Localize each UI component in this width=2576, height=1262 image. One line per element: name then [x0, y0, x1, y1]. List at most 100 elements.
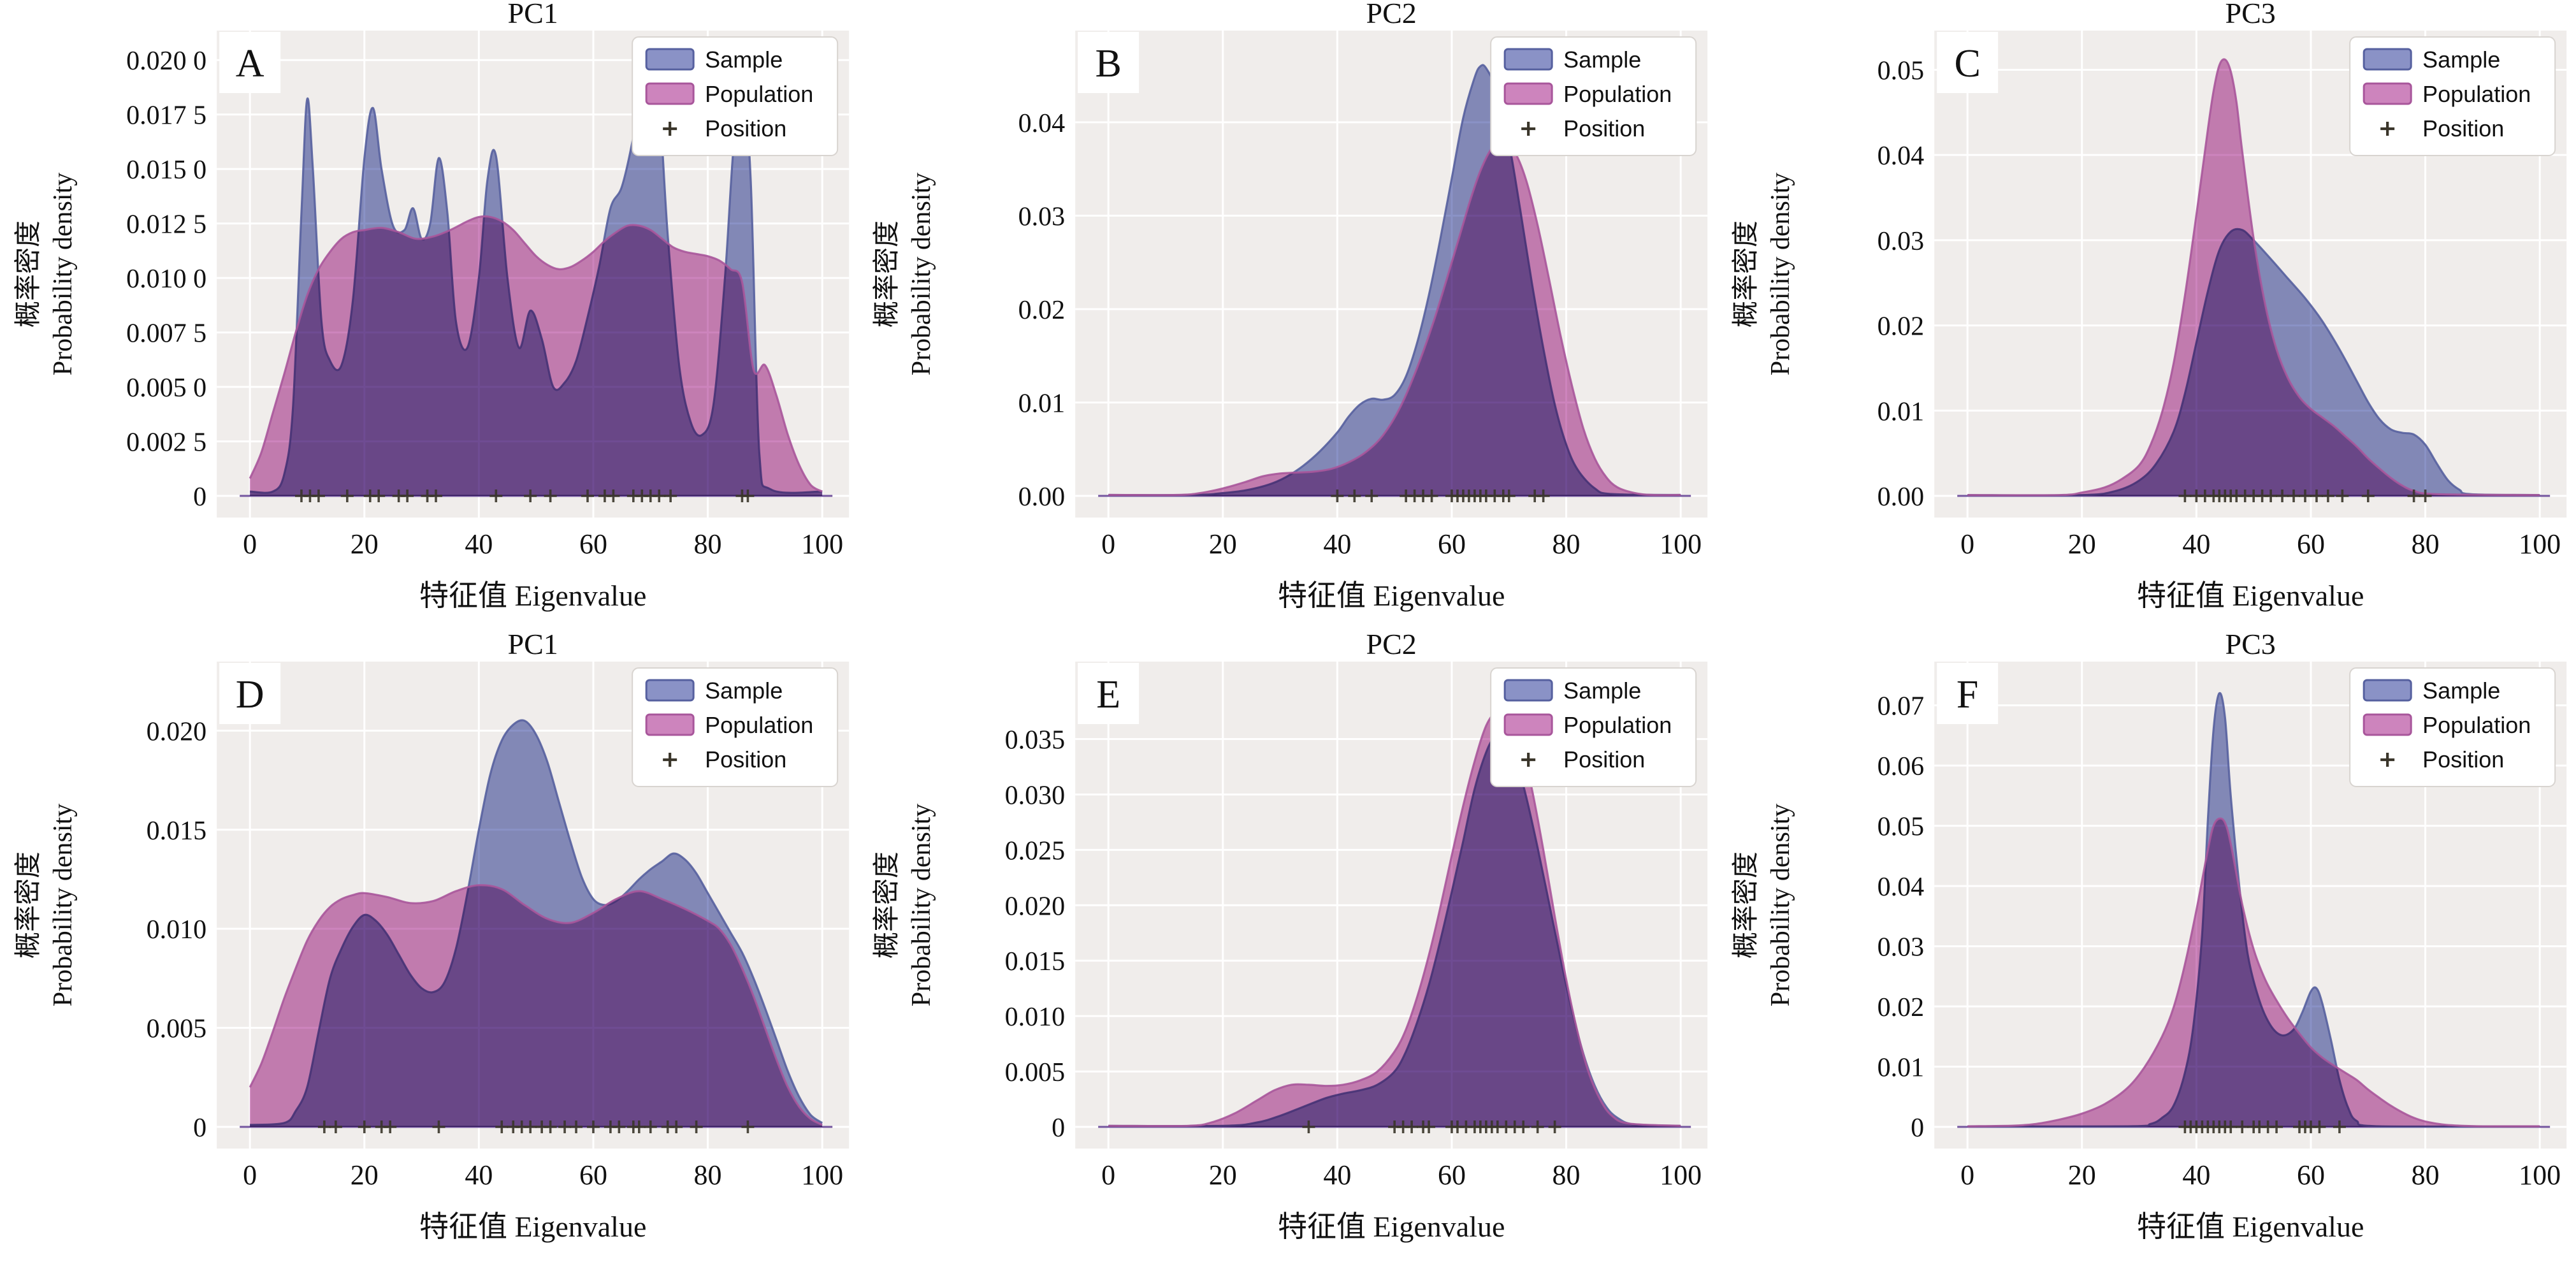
axis-tick-label-x: 100	[1660, 528, 1702, 560]
legend-label-population: Population	[705, 712, 813, 738]
rug-mark	[2275, 490, 2289, 502]
kde-line-population	[1967, 817, 2540, 1128]
axis-tick-label-x: 80	[2411, 528, 2439, 560]
rug-mark	[612, 1121, 626, 1133]
kde-line-population	[249, 215, 823, 493]
rug-mark	[524, 490, 537, 502]
x-axis-label: 特征值 Eigenvalue	[2137, 579, 2364, 612]
rug-mark	[317, 1121, 331, 1133]
panel-letter-box	[1936, 663, 1998, 724]
y-axis-label-en: Probability density	[48, 804, 78, 1007]
plus-icon	[663, 753, 677, 767]
axis-tick-label-y: 0	[193, 1113, 206, 1143]
rug-mark	[2313, 1121, 2326, 1133]
axis-tick-label-y: 0.04	[1018, 109, 1066, 138]
rug-mark	[2310, 490, 2323, 502]
axis-tick-label-x: 0	[1101, 1159, 1115, 1191]
axis-tick-label-x: 60	[579, 1159, 607, 1191]
y-axis-label-en: Probability density	[1766, 173, 1795, 376]
rug-mark	[653, 490, 666, 502]
legend-swatch-population	[1503, 82, 1553, 105]
legend-label-sample: Sample	[2422, 47, 2500, 73]
panel-title: PC3	[2225, 0, 2275, 29]
legend-label-sample: Sample	[705, 47, 783, 73]
legend-swatch-sample	[1503, 48, 1553, 71]
axis-tick-label-y: 0.035	[1005, 726, 1066, 755]
rug-mark	[1548, 1121, 1561, 1133]
axis-tick-label-y: 0.07	[1877, 692, 1924, 722]
rug-mark	[2287, 490, 2300, 502]
axis-tick-label-y: 0.005 0	[126, 374, 206, 403]
axis-tick-label-x: 0	[1960, 528, 1974, 560]
rug-mark	[664, 490, 677, 502]
y-axis-label-cn: 概率密度	[13, 852, 43, 959]
panel-letter-box	[1078, 663, 1140, 724]
axis-tick-label-x: 60	[2297, 1159, 2325, 1191]
panel-letter: B	[1096, 42, 1122, 85]
axis-tick-label-y: 0.06	[1877, 752, 1924, 781]
kde-area-population	[250, 216, 823, 496]
legend-label-position: Position	[1563, 115, 1645, 141]
axis-tick-label-x: 20	[1209, 1159, 1237, 1191]
axis-tick-label-y: 0.02	[1018, 296, 1066, 325]
rug-mark	[2264, 490, 2277, 502]
axis-tick-label-x: 20	[2067, 528, 2095, 560]
axis-tick-label-y: 0.05	[1877, 813, 1924, 842]
rug-mark	[558, 1121, 572, 1133]
axis-tick-label-x: 0	[243, 528, 257, 560]
rug-mark	[670, 1121, 683, 1133]
rug-mark	[1348, 490, 1361, 502]
kde-area-population	[1108, 142, 1681, 496]
y-axis-label-en: Probability density	[48, 173, 78, 376]
panel-c-chart: C PC3 0.05 0.04 0.03 0.02 0.01 0.00 0 20 40 60 80 100…	[1731, 0, 2566, 612]
x-axis-label: 特征值 Eigenvalue	[1278, 579, 1505, 612]
panel-letter: A	[236, 42, 264, 85]
rug-mark	[1537, 490, 1550, 502]
legend-label-position: Position	[1563, 746, 1645, 772]
legend-swatch-sample	[2363, 679, 2412, 702]
x-axis-label: 特征值 Eigenvalue	[419, 1210, 646, 1243]
axis-tick-label-x: 20	[351, 1159, 379, 1191]
axis-tick-label-y: 0.01	[1877, 397, 1924, 426]
axis-tick-label-y: 0	[1911, 1113, 1924, 1143]
axis-tick-label-y: 0.05	[1877, 56, 1924, 85]
axis-tick-label-y: 0.005	[1005, 1058, 1066, 1087]
rug-mark	[495, 1121, 509, 1133]
axis-tick-label-y: 0	[193, 482, 206, 512]
panel-a-chart: A PC1 0.020 0 0.017 5 0.015 0 0.012 5 0.010 0 0…	[13, 0, 850, 612]
plus-icon	[1521, 122, 1536, 136]
axis-tick-label-x: 80	[694, 1159, 722, 1191]
rug-mark	[312, 490, 325, 502]
axis-tick-label-y: 0.020 0	[126, 47, 206, 76]
rug-mark	[690, 1121, 703, 1133]
axis-tick-label-y: 0.020	[147, 717, 207, 746]
axis-tick-label-x: 20	[1209, 528, 1237, 560]
panel-f-chart: F PC3 0.07 0.06 0.05 0.04 0.03 0.02 0.01 0 0 20 40 60…	[1731, 631, 2566, 1243]
axis-tick-label-x: 40	[2182, 528, 2210, 560]
panel-title: PC2	[1366, 631, 1417, 660]
panel-letter-box	[219, 663, 281, 724]
legend-swatch-sample	[2363, 48, 2412, 71]
axis-tick-label-x: 40	[1324, 1159, 1352, 1191]
rug-mark	[570, 1121, 583, 1133]
rug-mark	[2361, 490, 2375, 502]
rug-mark	[2333, 1121, 2346, 1133]
rug-mark	[430, 490, 443, 502]
rug-mark	[2269, 1121, 2283, 1133]
legend-label-sample: Sample	[2422, 678, 2500, 704]
legend-swatch-sample	[645, 679, 695, 702]
panel-e: E PC2 0.035 0.030 0.025 0.020 0.015 0.010 0.005 0…	[858, 631, 1717, 1262]
rug-mark	[1503, 490, 1516, 502]
panel-a: A PC1 0.020 0 0.017 5 0.015 0 0.012 5 0.010 0 0…	[0, 0, 858, 631]
panel-c: C PC3 0.05 0.04 0.03 0.02 0.01 0.00 0 20 40 60 80 100…	[1718, 0, 2576, 631]
rug-mark	[1517, 1121, 1530, 1133]
rug-mark	[1531, 1121, 1544, 1133]
axis-tick-label-y: 0.01	[1877, 1054, 1924, 1083]
panel-d: D PC1 0.020 0.015 0.010 0.005 0 0 20 40 60 80 100 特征值…	[0, 631, 858, 1262]
rug-mark	[586, 1121, 600, 1133]
axis-tick-label-y: 0.002 5	[126, 428, 206, 458]
axis-tick-label-y: 0.012 5	[126, 210, 206, 240]
axis-tick-label-x: 80	[1552, 1159, 1581, 1191]
axis-tick-label-y: 0.020	[1005, 892, 1066, 921]
panel-title: PC1	[508, 0, 558, 29]
